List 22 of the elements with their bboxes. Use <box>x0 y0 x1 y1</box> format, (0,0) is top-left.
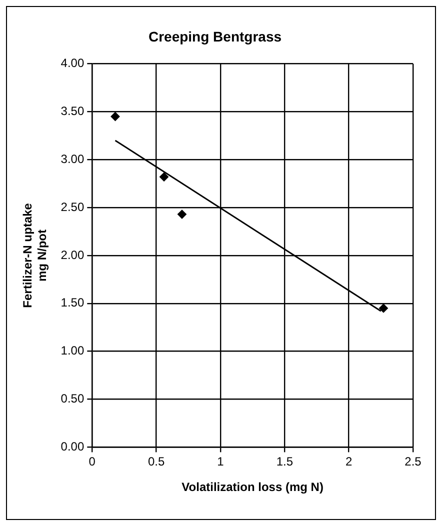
y-tick-label: 3.00 <box>60 152 84 166</box>
point <box>110 112 120 122</box>
x-tick-label: 0 <box>88 454 96 469</box>
y-tick-label: 2.50 <box>60 200 84 214</box>
x-tick-label: 2.5 <box>404 454 422 469</box>
point <box>378 304 388 313</box>
y-axis-title: Fertilizer-N uptake mg N/pot <box>20 202 49 308</box>
y-tick-label: 1.50 <box>60 296 84 310</box>
x-tick-label: 1 <box>217 454 224 469</box>
y-tick-label: 0.50 <box>60 392 84 406</box>
point <box>160 172 169 182</box>
point <box>177 210 186 219</box>
x-tick-label: 2 <box>345 454 352 469</box>
x-axis-title: Volatilization loss (mg N) <box>182 480 324 494</box>
y-tick-label: 4.00 <box>60 56 84 70</box>
x-tick-label: 0.5 <box>148 454 165 469</box>
x-tick-label: 1.5 <box>276 454 294 469</box>
y-tick-label: 2.00 <box>60 248 84 262</box>
chart-title: Creeping Bentgrass <box>148 28 282 44</box>
y-tick-label: 3.50 <box>60 104 84 118</box>
y-tick-label: 1.00 <box>60 344 84 358</box>
y-tick-label: 0.00 <box>60 440 84 454</box>
